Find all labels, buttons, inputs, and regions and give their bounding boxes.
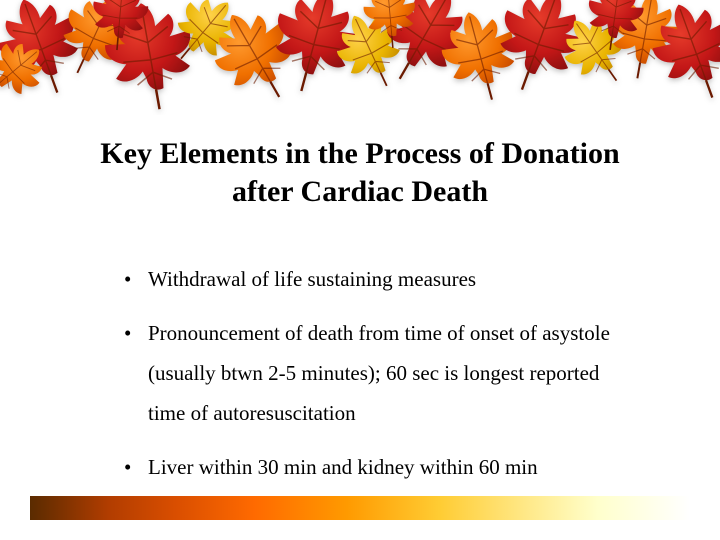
bullet-marker-icon: • bbox=[124, 448, 131, 488]
list-item: • Pronouncement of death from time of on… bbox=[120, 314, 640, 434]
title-line-1: Key Elements in the Process of Donation bbox=[0, 135, 720, 173]
bullet-marker-icon: • bbox=[124, 260, 131, 300]
title-line-2: after Cardiac Death bbox=[0, 173, 720, 211]
list-item: • Withdrawal of life sustaining measures bbox=[120, 260, 640, 300]
bullet-marker-icon: • bbox=[124, 314, 131, 354]
bullet-list: • Withdrawal of life sustaining measures… bbox=[120, 260, 640, 501]
bullet-text: Liver within 30 min and kidney within 60… bbox=[148, 455, 538, 479]
bottom-gradient-bar bbox=[30, 496, 690, 520]
slide-title: Key Elements in the Process of Donation … bbox=[0, 135, 720, 210]
leaves-svg bbox=[0, 0, 720, 115]
autumn-leaves-border bbox=[0, 0, 720, 115]
list-item: • Liver within 30 min and kidney within … bbox=[120, 448, 640, 488]
bullet-text: Pronouncement of death from time of onse… bbox=[148, 321, 610, 425]
bullet-text: Withdrawal of life sustaining measures bbox=[148, 267, 476, 291]
